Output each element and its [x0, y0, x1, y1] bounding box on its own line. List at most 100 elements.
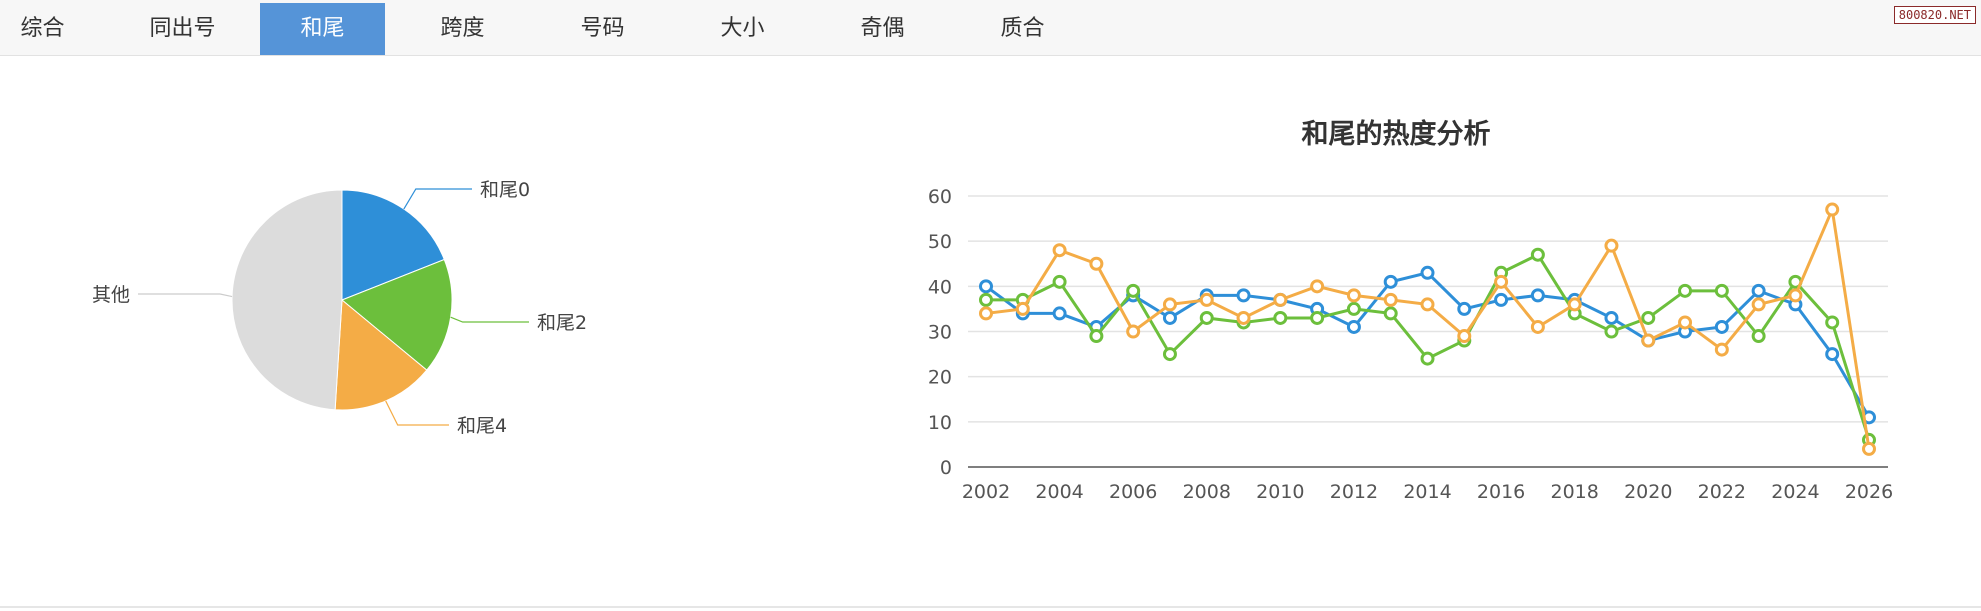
- chart-title: 和尾的热度分析: [1302, 118, 1491, 150]
- data-point: [1420, 297, 1435, 312]
- data-point: [1604, 238, 1619, 253]
- pie-label: 和尾4: [457, 415, 507, 437]
- data-point: [1457, 329, 1472, 344]
- data-point: [1346, 301, 1361, 316]
- pie-slice: [341, 258, 453, 371]
- data-point: [1751, 329, 1766, 344]
- data-point: [979, 292, 993, 307]
- series-1: [979, 247, 1876, 447]
- tab-2[interactable]: 和尾: [260, 3, 385, 55]
- x-tick-label: 2002: [962, 481, 1010, 503]
- data-point: [1089, 256, 1104, 271]
- series-line: [986, 252, 1871, 441]
- y-tick-label: 40: [928, 276, 952, 298]
- data-point: [1530, 247, 1545, 262]
- data-point: [1678, 283, 1693, 298]
- data-point: [1420, 351, 1435, 366]
- data-point: [1383, 292, 1398, 307]
- data-point: [1825, 315, 1840, 330]
- data-point: [1604, 324, 1619, 339]
- data-point: [1641, 310, 1656, 325]
- y-tick-label: 0: [940, 457, 952, 479]
- data-point: [979, 279, 993, 294]
- data-point: [1310, 279, 1325, 294]
- data-point: [1126, 324, 1141, 339]
- pie-label-line: [450, 316, 529, 323]
- x-tick-label: 2016: [1477, 481, 1525, 503]
- data-point: [1604, 310, 1619, 325]
- divider: [0, 606, 1981, 608]
- data-point: [1236, 310, 1251, 325]
- y-tick-label: 60: [928, 186, 952, 208]
- data-point: [1199, 310, 1214, 325]
- x-tick-label: 2022: [1698, 481, 1746, 503]
- data-point: [1162, 297, 1177, 312]
- data-point: [1714, 342, 1729, 357]
- data-point: [1383, 274, 1398, 289]
- x-tick-label: 2010: [1256, 481, 1304, 503]
- pie-label: 和尾0: [480, 179, 530, 201]
- pie-label-line: [403, 188, 472, 210]
- data-point: [1273, 292, 1288, 307]
- y-tick-label: 50: [928, 231, 952, 253]
- data-point: [1236, 288, 1251, 303]
- x-tick-label: 2004: [1035, 481, 1083, 503]
- data-point: [1641, 333, 1656, 348]
- data-point: [1751, 283, 1766, 298]
- data-point: [1825, 347, 1840, 362]
- data-point: [1678, 315, 1693, 330]
- x-tick-label: 2014: [1403, 481, 1451, 503]
- tab-3[interactable]: 跨度: [440, 16, 485, 41]
- data-point: [1310, 310, 1325, 325]
- x-tick-label: 2008: [1183, 481, 1231, 503]
- data-point: [1494, 274, 1509, 289]
- x-tick-label: 2020: [1624, 481, 1672, 503]
- series-line: [985, 271, 1871, 419]
- pie-label: 和尾2: [537, 312, 587, 334]
- data-point: [1530, 288, 1545, 303]
- data-point: [1457, 301, 1472, 316]
- data-point: [1383, 306, 1398, 321]
- x-tick-label: 2018: [1550, 481, 1598, 503]
- tab-bar: 综合 同出号 和尾 跨度 号码 大小 奇偶 质合: [0, 0, 1981, 56]
- data-point: [1052, 274, 1067, 289]
- x-tick-label: 2012: [1330, 481, 1378, 503]
- y-tick-label: 10: [928, 412, 952, 434]
- data-point: [1346, 319, 1361, 334]
- data-point: [1862, 441, 1876, 456]
- data-point: [1567, 297, 1582, 312]
- data-point: [1420, 265, 1435, 280]
- tab-6[interactable]: 奇偶: [860, 16, 905, 41]
- watermark: 800820.NET: [1893, 6, 1976, 24]
- tab-1[interactable]: 同出号: [149, 16, 216, 41]
- series-line: [985, 204, 1871, 450]
- data-point: [1162, 347, 1177, 362]
- series-0: [979, 265, 1876, 425]
- data-point: [1162, 310, 1177, 325]
- tab-7[interactable]: 质合: [1000, 16, 1045, 41]
- y-tick-label: 20: [928, 367, 952, 389]
- tab-0[interactable]: 综合: [20, 16, 65, 41]
- tab-5[interactable]: 大小: [720, 16, 765, 41]
- data-point: [1788, 288, 1803, 303]
- data-point: [1714, 319, 1729, 334]
- x-tick-label: 2006: [1109, 481, 1157, 503]
- tab-4[interactable]: 号码: [580, 16, 625, 41]
- pie-slice: [334, 298, 428, 411]
- data-point: [1089, 329, 1104, 344]
- data-point: [1494, 292, 1509, 307]
- pie-slice: [341, 189, 445, 301]
- data-point: [1714, 283, 1729, 298]
- series-2: [979, 202, 1876, 456]
- data-point: [979, 306, 993, 321]
- data-point: [1530, 319, 1545, 334]
- x-tick-label: 2026: [1845, 481, 1893, 503]
- data-point: [1199, 292, 1214, 307]
- pie-slice: [231, 189, 343, 411]
- data-point: [1126, 283, 1141, 298]
- pie-label-line: [385, 400, 449, 426]
- data-point: [1052, 306, 1067, 321]
- data-point: [1015, 301, 1030, 316]
- pie-label: 其他: [92, 284, 130, 306]
